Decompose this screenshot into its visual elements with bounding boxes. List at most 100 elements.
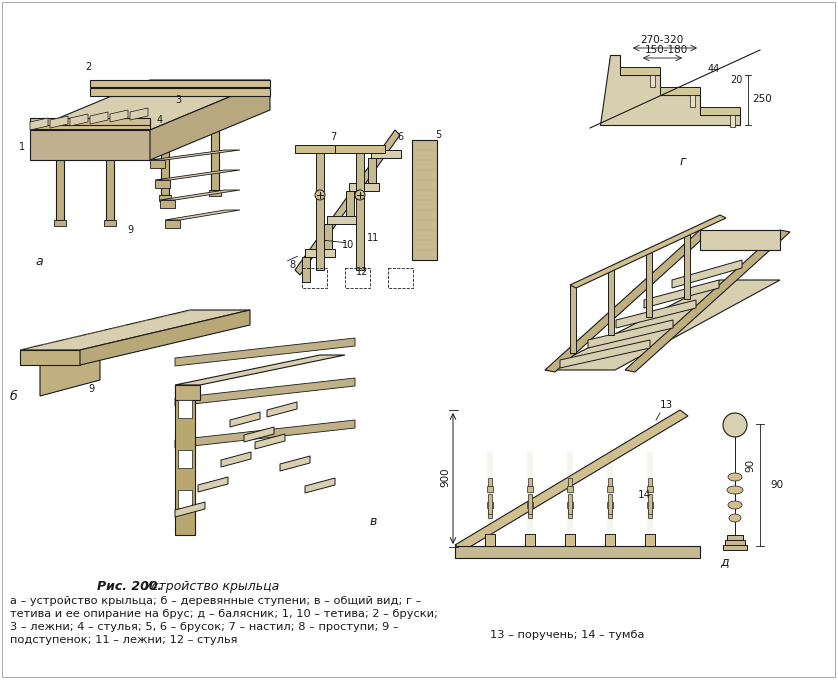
Polygon shape (588, 320, 673, 348)
Bar (567, 502, 573, 508)
Polygon shape (175, 385, 195, 535)
Polygon shape (150, 150, 240, 160)
Bar (660, 87, 700, 95)
Polygon shape (175, 420, 355, 448)
Polygon shape (20, 310, 250, 350)
Circle shape (355, 190, 365, 200)
Text: 11: 11 (367, 233, 379, 243)
Polygon shape (165, 220, 180, 228)
Text: 3 – лежни; 4 – стулья; 5, 6 – брусок; 7 – настил; 8 – проступи; 9 –: 3 – лежни; 4 – стулья; 5, 6 – брусок; 7 … (10, 622, 399, 632)
Bar (568, 494, 572, 514)
Bar (178, 490, 192, 508)
Text: 150-180: 150-180 (645, 45, 688, 55)
Circle shape (723, 413, 747, 437)
Polygon shape (545, 280, 780, 370)
Polygon shape (230, 412, 260, 427)
Text: 2: 2 (85, 62, 91, 72)
Bar (349, 183, 379, 191)
Text: тетива и ее опирание на брус; д – балясник; 1, 10 – тетива; 2 – бруски;: тетива и ее опирание на брус; д – балясн… (10, 609, 438, 619)
Bar (567, 486, 573, 492)
Bar (608, 267, 614, 335)
Text: а: а (35, 255, 43, 268)
Text: 13 – поручень; 14 – тумба: 13 – поручень; 14 – тумба (490, 630, 644, 640)
Bar (608, 494, 612, 514)
Bar (90, 88, 270, 96)
Polygon shape (455, 546, 700, 558)
Bar (648, 494, 652, 514)
Text: 14: 14 (638, 490, 651, 500)
Polygon shape (175, 385, 200, 400)
Text: 13: 13 (660, 400, 673, 410)
Text: 7: 7 (330, 132, 336, 142)
Bar (647, 502, 653, 508)
Polygon shape (175, 502, 205, 517)
Polygon shape (560, 340, 650, 368)
Polygon shape (295, 130, 400, 275)
Bar (684, 231, 690, 299)
Bar (565, 534, 575, 546)
Bar (725, 540, 745, 545)
Polygon shape (70, 114, 88, 126)
Polygon shape (175, 355, 345, 385)
Bar (650, 75, 655, 87)
Bar (368, 158, 376, 183)
Bar (700, 107, 740, 115)
Bar (487, 502, 493, 508)
Polygon shape (255, 434, 285, 449)
Bar (648, 510, 652, 518)
Text: 10: 10 (342, 240, 354, 250)
Text: подступенок; 11 – лежни; 12 – стулья: подступенок; 11 – лежни; 12 – стулья (10, 635, 237, 645)
Bar (54, 220, 66, 226)
Polygon shape (50, 116, 68, 128)
Polygon shape (30, 80, 270, 130)
Bar (412, 140, 437, 260)
Bar (528, 510, 532, 518)
Ellipse shape (728, 501, 742, 509)
Bar (106, 157, 114, 220)
Bar (607, 502, 613, 508)
Polygon shape (175, 378, 355, 406)
Polygon shape (700, 230, 780, 250)
Bar (607, 486, 613, 492)
Polygon shape (40, 348, 100, 396)
Text: б: б (10, 390, 18, 403)
Text: 9: 9 (88, 384, 94, 394)
Text: 8: 8 (289, 260, 295, 270)
Bar (345, 268, 370, 288)
Bar (645, 534, 655, 546)
Text: Устройство крыльца: Устройство крыльца (141, 580, 280, 593)
Bar (727, 535, 743, 540)
Bar (608, 510, 612, 518)
Bar (605, 534, 615, 546)
Bar (485, 534, 495, 546)
Polygon shape (198, 477, 228, 492)
Polygon shape (672, 260, 742, 288)
Bar (104, 220, 116, 226)
Text: 270-320: 270-320 (640, 35, 683, 45)
Polygon shape (30, 118, 48, 130)
Ellipse shape (728, 473, 742, 481)
Bar (388, 268, 413, 288)
Bar (647, 486, 653, 492)
Bar (335, 145, 385, 153)
Polygon shape (155, 170, 240, 180)
Polygon shape (545, 230, 710, 372)
Bar (527, 502, 533, 508)
Bar (30, 121, 150, 129)
Polygon shape (80, 310, 250, 365)
Bar (568, 510, 572, 518)
Text: 9: 9 (127, 225, 133, 235)
Polygon shape (20, 350, 80, 365)
Polygon shape (155, 180, 170, 188)
Bar (568, 478, 572, 486)
Bar (528, 478, 532, 486)
Bar (570, 285, 576, 353)
Polygon shape (90, 112, 108, 124)
Bar (488, 494, 492, 514)
Polygon shape (267, 402, 297, 417)
Text: г: г (680, 155, 686, 168)
Polygon shape (305, 478, 335, 493)
Bar (295, 145, 345, 153)
Bar (302, 268, 327, 288)
Text: 20: 20 (730, 75, 742, 85)
